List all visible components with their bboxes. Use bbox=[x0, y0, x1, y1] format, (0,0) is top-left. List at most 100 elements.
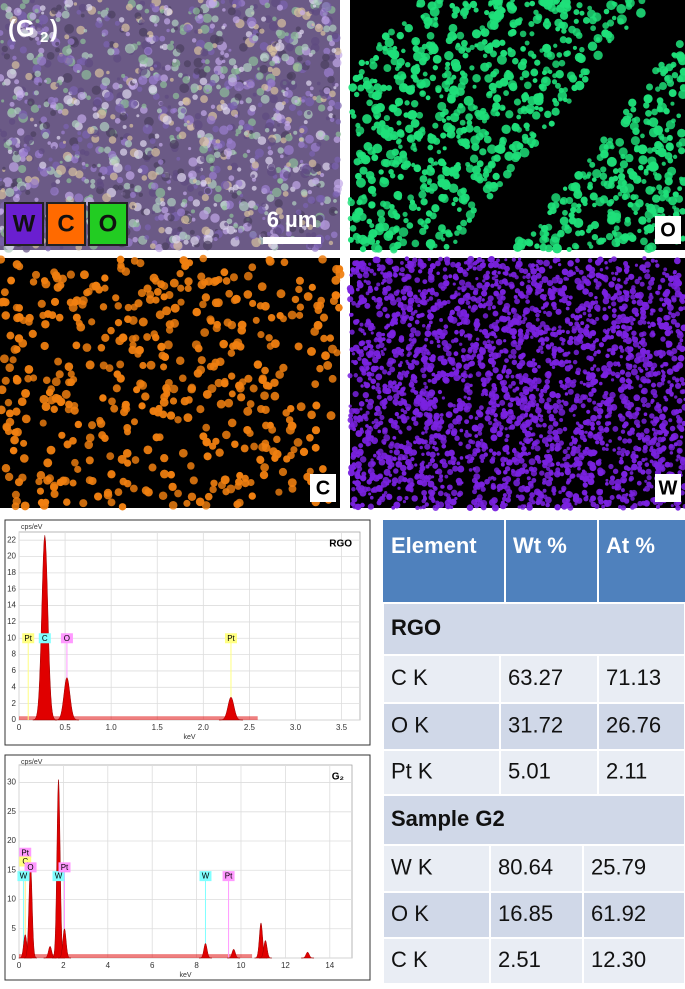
map-speckle bbox=[167, 214, 175, 222]
map-speckle bbox=[19, 3, 26, 10]
map-speckle bbox=[133, 149, 144, 159]
map-dot bbox=[107, 470, 116, 479]
map-speckle bbox=[214, 70, 219, 75]
map-speckle bbox=[324, 234, 331, 241]
map-dot bbox=[403, 160, 412, 169]
map-dot bbox=[575, 207, 582, 214]
map-dot bbox=[347, 296, 354, 303]
map-speckle bbox=[260, 94, 270, 104]
map-speckle bbox=[243, 16, 248, 21]
map-dot bbox=[603, 8, 610, 15]
map-dot bbox=[500, 295, 506, 301]
map-dot bbox=[608, 176, 615, 183]
map-dot bbox=[116, 374, 125, 383]
map-dot bbox=[668, 444, 676, 451]
map-dot bbox=[452, 367, 456, 371]
map-dot bbox=[465, 210, 475, 220]
map-speckle bbox=[213, 151, 221, 159]
map-speckle bbox=[51, 182, 57, 188]
map-dot bbox=[617, 363, 621, 367]
map-dot bbox=[564, 365, 572, 372]
map-speckle bbox=[91, 85, 101, 95]
map-speckle bbox=[44, 77, 52, 84]
map-dot bbox=[412, 39, 418, 45]
map-dot bbox=[356, 469, 361, 474]
map-dot bbox=[587, 158, 592, 163]
map-speckle bbox=[116, 176, 124, 184]
map-dot bbox=[170, 303, 180, 313]
map-dot bbox=[64, 362, 74, 371]
map-dot bbox=[383, 490, 388, 495]
map-dot bbox=[552, 403, 559, 410]
map-dot bbox=[482, 53, 488, 59]
map-dot bbox=[488, 400, 494, 406]
map-dot bbox=[563, 276, 568, 281]
map-dot bbox=[393, 155, 403, 165]
map-dot bbox=[679, 208, 685, 215]
map-speckle bbox=[335, 131, 342, 137]
map-speckle bbox=[8, 162, 19, 172]
map-dot bbox=[413, 164, 422, 173]
map-dot bbox=[593, 406, 599, 412]
map-dot bbox=[508, 273, 513, 277]
map-dot bbox=[441, 161, 447, 167]
map-dot bbox=[493, 0, 504, 6]
map-dot bbox=[425, 451, 431, 456]
map-speckle bbox=[299, 133, 303, 138]
map-dot bbox=[579, 10, 585, 16]
map-dot bbox=[660, 336, 666, 342]
map-speckle bbox=[145, 34, 149, 38]
map-dot bbox=[531, 367, 538, 374]
map-dot bbox=[545, 223, 553, 231]
map-dot bbox=[432, 122, 439, 129]
map-dot bbox=[672, 154, 678, 159]
map-speckle bbox=[159, 45, 164, 49]
map-dot bbox=[555, 308, 562, 315]
map-speckle bbox=[13, 186, 19, 192]
map-dot bbox=[542, 20, 552, 29]
map-dot bbox=[570, 381, 576, 388]
map-speckle bbox=[275, 109, 280, 114]
map-dot bbox=[562, 8, 568, 14]
map-dot bbox=[285, 416, 294, 424]
map-speckle bbox=[37, 104, 42, 109]
map-dot bbox=[546, 51, 556, 60]
map-dot bbox=[477, 411, 484, 418]
map-speckle bbox=[103, 41, 110, 48]
map-speckle bbox=[276, 30, 286, 39]
map-dot bbox=[202, 389, 212, 399]
map-dot bbox=[396, 129, 405, 137]
map-dot bbox=[544, 110, 552, 119]
map-speckle bbox=[27, 98, 35, 106]
map-dot bbox=[197, 272, 206, 281]
map-dot bbox=[577, 466, 581, 471]
map-speckle bbox=[169, 134, 175, 140]
map-dot bbox=[586, 355, 592, 361]
map-dot bbox=[521, 70, 530, 78]
map-dot bbox=[587, 9, 596, 19]
map-dot bbox=[479, 148, 487, 156]
map-dot bbox=[646, 475, 652, 481]
map-dot bbox=[565, 196, 574, 205]
map-dot bbox=[357, 73, 364, 80]
map-speckle bbox=[256, 72, 264, 80]
map-dot bbox=[7, 276, 16, 285]
map-dot bbox=[563, 50, 570, 58]
map-speckle bbox=[34, 197, 39, 202]
map-dot bbox=[548, 265, 553, 269]
map-dot bbox=[427, 144, 434, 151]
map-dot bbox=[487, 306, 492, 311]
map-speckle bbox=[301, 99, 305, 103]
map-speckle bbox=[182, 76, 190, 84]
map-speckle bbox=[41, 33, 50, 42]
map-dot bbox=[311, 443, 320, 452]
map-dot bbox=[256, 456, 265, 465]
map-dot bbox=[532, 466, 538, 473]
map-dot bbox=[433, 419, 440, 426]
map-dot bbox=[503, 302, 511, 310]
map-dot bbox=[39, 419, 47, 427]
map-speckle bbox=[187, 185, 194, 192]
map-dot bbox=[321, 351, 330, 361]
map-speckle bbox=[172, 107, 178, 113]
map-dot bbox=[643, 94, 653, 104]
